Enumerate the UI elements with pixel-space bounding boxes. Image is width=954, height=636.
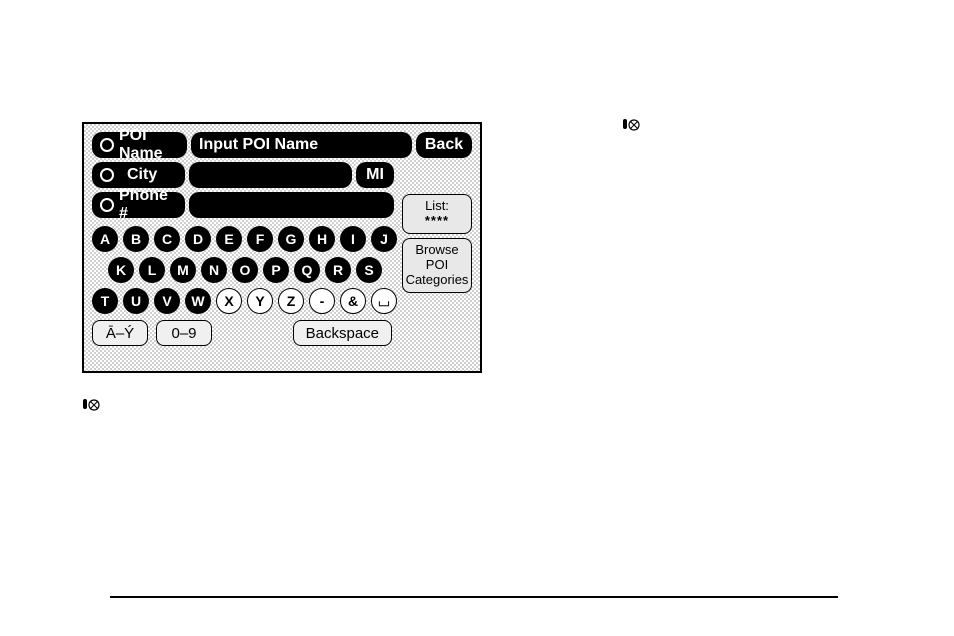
key-V[interactable]: V	[154, 288, 180, 314]
radio-icon	[100, 198, 114, 212]
accents-label: Ā–Ý	[106, 325, 134, 342]
key-A[interactable]: A	[92, 226, 118, 252]
phone-row: Phone #	[92, 192, 394, 218]
backspace-label: Backspace	[306, 325, 379, 342]
voice-icon	[82, 398, 100, 412]
poi-name-placeholder: Input POI Name	[199, 136, 318, 154]
key-X[interactable]: X	[216, 288, 242, 314]
key-T[interactable]: T	[92, 288, 118, 314]
key-&[interactable]: &	[340, 288, 366, 314]
key-G[interactable]: G	[278, 226, 304, 252]
browse-line1: Browse	[405, 243, 469, 258]
key-E[interactable]: E	[216, 226, 242, 252]
state-badge[interactable]: MI	[356, 162, 394, 188]
keyboard: ABCDEFGHIJ KLMNOPQRS TUVWXYZ-&⌴ Ā–Ý 0–9 …	[92, 226, 402, 346]
key-Y[interactable]: Y	[247, 288, 273, 314]
key-P[interactable]: P	[263, 257, 289, 283]
phone-radio[interactable]: Phone #	[92, 192, 185, 218]
key-F[interactable]: F	[247, 226, 273, 252]
key-Q[interactable]: Q	[294, 257, 320, 283]
key-N[interactable]: N	[201, 257, 227, 283]
key-K[interactable]: K	[108, 257, 134, 283]
key-M[interactable]: M	[170, 257, 196, 283]
poi-search-panel: POI Name Input POI Name Back City MI Pho…	[82, 122, 482, 373]
key--[interactable]: -	[309, 288, 335, 314]
city-label: City	[127, 166, 157, 184]
back-button[interactable]: Back	[416, 132, 472, 158]
key-J[interactable]: J	[371, 226, 397, 252]
page-rule	[110, 596, 838, 598]
key-Z[interactable]: Z	[278, 288, 304, 314]
state-label: MI	[366, 166, 384, 184]
back-label: Back	[425, 136, 463, 154]
accents-mode-button[interactable]: Ā–Ý	[92, 320, 148, 346]
key-⌴[interactable]: ⌴	[371, 288, 397, 314]
mode-row: Ā–Ý 0–9 Backspace	[92, 320, 392, 346]
city-row: City MI	[92, 162, 394, 188]
list-button[interactable]: List: ****	[402, 194, 472, 234]
key-O[interactable]: O	[232, 257, 258, 283]
poi-name-label: POI Name	[119, 127, 179, 163]
poi-name-radio[interactable]: POI Name	[92, 132, 187, 158]
key-row-1: ABCDEFGHIJ	[92, 226, 402, 252]
browse-categories-button[interactable]: Browse POI Categories	[402, 238, 472, 293]
digits-label: 0–9	[171, 325, 196, 342]
key-L[interactable]: L	[139, 257, 165, 283]
radio-icon	[100, 138, 114, 152]
key-S[interactable]: S	[356, 257, 382, 283]
key-R[interactable]: R	[325, 257, 351, 283]
city-radio[interactable]: City	[92, 162, 185, 188]
phone-label: Phone #	[119, 187, 177, 223]
key-row-2: KLMNOPQRS	[92, 257, 402, 283]
radio-icon	[100, 168, 114, 182]
key-row-3: TUVWXYZ-&⌴	[92, 288, 402, 314]
poi-name-input[interactable]: Input POI Name	[191, 132, 412, 158]
key-H[interactable]: H	[309, 226, 335, 252]
key-W[interactable]: W	[185, 288, 211, 314]
panel-sidebar: List: **** Browse POI Categories	[402, 194, 472, 293]
key-U[interactable]: U	[123, 288, 149, 314]
browse-line2: POI	[405, 258, 469, 273]
phone-input[interactable]	[189, 192, 394, 218]
city-input[interactable]	[189, 162, 352, 188]
key-C[interactable]: C	[154, 226, 180, 252]
list-title: List:	[405, 199, 469, 214]
key-D[interactable]: D	[185, 226, 211, 252]
digits-mode-button[interactable]: 0–9	[156, 320, 212, 346]
list-count: ****	[405, 214, 469, 229]
poi-name-row: POI Name Input POI Name Back	[92, 132, 472, 158]
key-I[interactable]: I	[340, 226, 366, 252]
key-B[interactable]: B	[123, 226, 149, 252]
backspace-button[interactable]: Backspace	[293, 320, 392, 346]
voice-icon	[622, 118, 640, 132]
browse-line3: Categories	[405, 273, 469, 288]
